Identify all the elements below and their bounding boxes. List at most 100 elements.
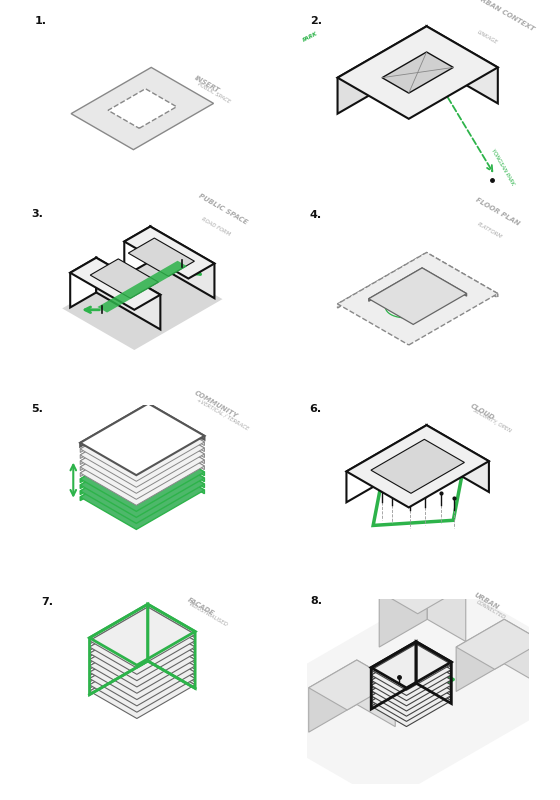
- Polygon shape: [371, 670, 416, 698]
- Polygon shape: [80, 403, 148, 446]
- Polygon shape: [80, 415, 148, 458]
- Polygon shape: [90, 620, 195, 681]
- Polygon shape: [422, 268, 466, 296]
- Polygon shape: [148, 645, 195, 676]
- Text: SECURITY, OPEN: SECURITY, OPEN: [472, 408, 511, 434]
- Polygon shape: [80, 440, 204, 511]
- Text: ROAD FORM: ROAD FORM: [200, 216, 231, 237]
- Polygon shape: [371, 675, 416, 704]
- Polygon shape: [382, 52, 453, 93]
- Text: YONGSAN PARK: YONGSAN PARK: [489, 148, 515, 186]
- Text: INSERT: INSERT: [194, 75, 221, 94]
- Polygon shape: [338, 253, 427, 308]
- Polygon shape: [379, 564, 427, 647]
- Polygon shape: [371, 680, 451, 726]
- Polygon shape: [90, 620, 148, 657]
- Polygon shape: [371, 659, 451, 706]
- Polygon shape: [90, 638, 195, 699]
- Polygon shape: [80, 410, 148, 453]
- Polygon shape: [80, 458, 204, 530]
- Polygon shape: [80, 458, 148, 501]
- Polygon shape: [371, 654, 451, 701]
- Polygon shape: [427, 253, 498, 298]
- Text: 3.: 3.: [31, 210, 43, 219]
- Text: 6.: 6.: [310, 404, 322, 414]
- Polygon shape: [90, 632, 148, 670]
- Text: 5.: 5.: [31, 403, 43, 414]
- Polygon shape: [357, 660, 395, 726]
- Polygon shape: [148, 651, 195, 682]
- Polygon shape: [124, 226, 150, 276]
- Polygon shape: [371, 650, 451, 695]
- Polygon shape: [90, 645, 148, 682]
- Polygon shape: [90, 638, 148, 676]
- Text: PARK: PARK: [302, 30, 319, 42]
- Polygon shape: [148, 434, 204, 470]
- Polygon shape: [148, 410, 204, 446]
- Polygon shape: [90, 658, 148, 694]
- Polygon shape: [148, 607, 195, 638]
- Polygon shape: [416, 644, 451, 667]
- Polygon shape: [427, 26, 498, 103]
- Polygon shape: [124, 226, 214, 278]
- Polygon shape: [80, 428, 148, 470]
- Text: URBAN CONTEXT: URBAN CONTEXT: [474, 0, 535, 33]
- Polygon shape: [80, 403, 204, 475]
- Text: LINKAGE: LINKAGE: [477, 30, 499, 46]
- Polygon shape: [70, 258, 160, 310]
- Polygon shape: [416, 654, 451, 678]
- Text: PUBLIC SPACE: PUBLIC SPACE: [197, 82, 231, 104]
- Polygon shape: [90, 259, 158, 298]
- Polygon shape: [90, 626, 148, 663]
- Polygon shape: [80, 422, 148, 465]
- Polygon shape: [128, 238, 194, 276]
- Polygon shape: [148, 415, 204, 451]
- Polygon shape: [80, 440, 148, 482]
- Polygon shape: [456, 619, 543, 670]
- Polygon shape: [416, 675, 451, 698]
- Polygon shape: [371, 439, 464, 494]
- Text: PLATFORM: PLATFORM: [477, 222, 503, 239]
- Polygon shape: [80, 415, 204, 487]
- Polygon shape: [80, 446, 204, 518]
- Polygon shape: [225, 581, 560, 800]
- Polygon shape: [371, 650, 416, 678]
- Polygon shape: [148, 638, 195, 670]
- Polygon shape: [90, 645, 195, 706]
- Polygon shape: [371, 670, 451, 716]
- Polygon shape: [416, 659, 451, 682]
- Polygon shape: [371, 644, 416, 673]
- Polygon shape: [368, 268, 466, 325]
- Polygon shape: [70, 258, 96, 307]
- Polygon shape: [148, 620, 195, 650]
- Text: INDUSTRIALISED: INDUSTRIALISED: [189, 601, 229, 627]
- Polygon shape: [90, 614, 148, 650]
- Polygon shape: [371, 665, 451, 711]
- Polygon shape: [80, 446, 148, 489]
- Polygon shape: [456, 619, 504, 691]
- Polygon shape: [338, 26, 427, 114]
- Polygon shape: [371, 680, 416, 709]
- Polygon shape: [427, 425, 489, 492]
- Text: CLOUD: CLOUD: [469, 402, 495, 421]
- Polygon shape: [150, 226, 214, 298]
- Polygon shape: [148, 458, 204, 494]
- Polygon shape: [90, 607, 148, 644]
- Text: FLOOR PLAN: FLOOR PLAN: [474, 197, 520, 226]
- Text: 4.: 4.: [310, 210, 322, 220]
- Polygon shape: [416, 665, 451, 688]
- Polygon shape: [371, 675, 451, 722]
- Polygon shape: [80, 452, 204, 523]
- Text: FACADE: FACADE: [186, 597, 216, 617]
- Text: 2.: 2.: [310, 16, 322, 26]
- Polygon shape: [148, 632, 195, 663]
- Polygon shape: [347, 425, 427, 502]
- Text: URBAN: URBAN: [473, 592, 500, 611]
- Polygon shape: [368, 268, 422, 302]
- Polygon shape: [148, 614, 195, 644]
- Polygon shape: [148, 440, 204, 476]
- Polygon shape: [148, 446, 204, 482]
- Polygon shape: [90, 632, 195, 694]
- Polygon shape: [148, 428, 204, 464]
- Text: 1.: 1.: [34, 16, 46, 26]
